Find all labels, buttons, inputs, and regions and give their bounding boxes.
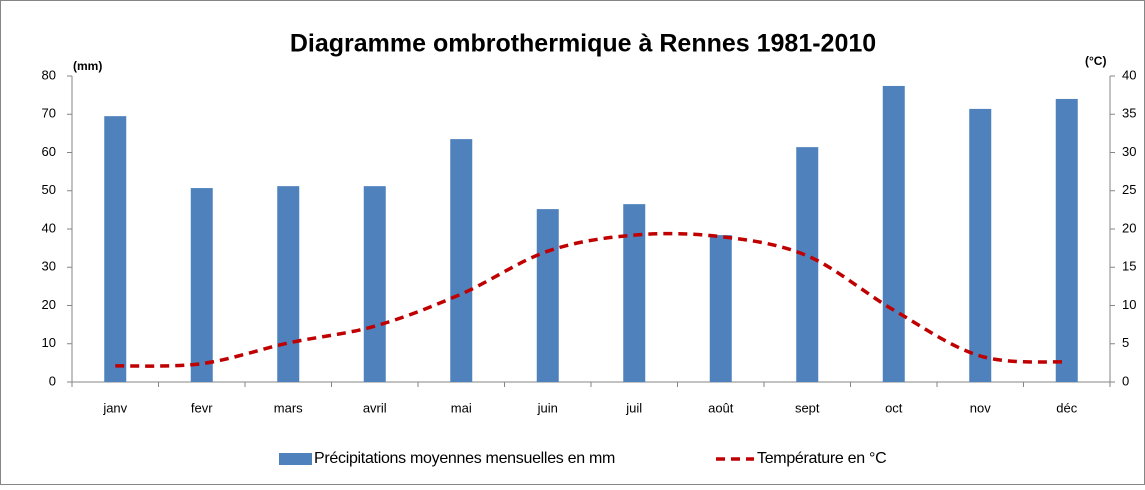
y-tick-label: 0 bbox=[49, 373, 56, 388]
bar bbox=[1055, 98, 1078, 382]
bar bbox=[363, 186, 386, 382]
bar bbox=[969, 108, 992, 383]
x-tick-label: sept bbox=[795, 400, 820, 415]
y2-tick-label: 40 bbox=[1122, 67, 1136, 82]
bar bbox=[104, 116, 127, 382]
y2-tick-label: 35 bbox=[1122, 106, 1136, 121]
y2-tick-label: 5 bbox=[1122, 335, 1129, 350]
y-tick-label: 70 bbox=[42, 106, 56, 121]
x-tick-label: mars bbox=[274, 400, 303, 415]
x-tick-label: oct bbox=[885, 400, 903, 415]
bar bbox=[796, 147, 819, 382]
bar bbox=[709, 235, 732, 382]
x-tick-label: mai bbox=[451, 400, 472, 415]
bar bbox=[277, 186, 300, 382]
legend-label: Température en °C bbox=[757, 450, 886, 467]
y-tick-label: 60 bbox=[42, 144, 56, 159]
bar bbox=[536, 209, 559, 382]
x-tick-label: avril bbox=[363, 400, 387, 415]
bar bbox=[450, 139, 473, 382]
bar bbox=[882, 85, 905, 382]
legend-swatch bbox=[279, 453, 312, 465]
y-tick-label: 80 bbox=[42, 67, 56, 82]
y-tick-label: 20 bbox=[42, 297, 56, 312]
x-tick-label: juil bbox=[625, 400, 642, 415]
x-tick-label: déc bbox=[1056, 400, 1077, 415]
y2-tick-label: 20 bbox=[1122, 220, 1136, 235]
y-tick-label: 30 bbox=[42, 259, 56, 274]
bar bbox=[623, 204, 646, 382]
y-tick-label: 50 bbox=[42, 182, 56, 197]
chart-title: Diagramme ombrothermique à Rennes 1981-2… bbox=[290, 30, 876, 58]
y2-tick-label: 25 bbox=[1122, 182, 1136, 197]
x-tick-label: juin bbox=[537, 400, 558, 415]
y2-tick-label: 30 bbox=[1122, 144, 1136, 159]
y-tick-label: 40 bbox=[42, 220, 56, 235]
legend-label: Précipitations moyennes mensuelles en mm bbox=[314, 450, 615, 467]
y2-axis-label: (°C) bbox=[1085, 54, 1106, 68]
y2-tick-label: 0 bbox=[1122, 373, 1129, 388]
x-tick-label: janv bbox=[102, 400, 127, 415]
y2-tick-label: 10 bbox=[1122, 297, 1136, 312]
x-tick-label: août bbox=[708, 400, 734, 415]
x-tick-label: nov bbox=[970, 400, 991, 415]
line bbox=[115, 231, 1067, 368]
x-tick-label: fevr bbox=[191, 400, 213, 415]
bar bbox=[190, 188, 213, 382]
y-tick-label: 10 bbox=[42, 335, 56, 350]
y2-tick-label: 15 bbox=[1122, 259, 1136, 274]
y-axis-label: (mm) bbox=[73, 59, 102, 73]
